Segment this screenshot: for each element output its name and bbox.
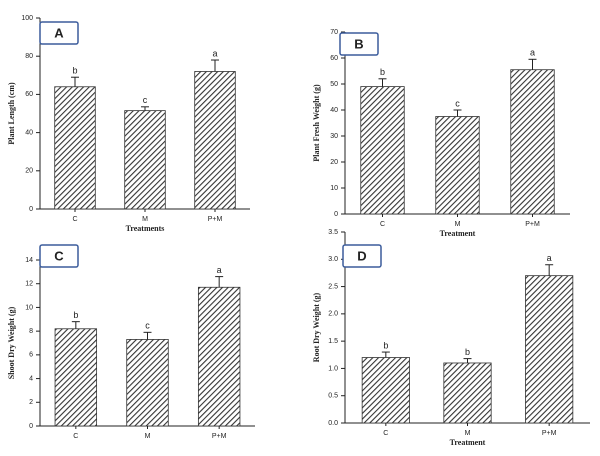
y-tick-label: 60 [25,91,33,98]
y-tick-label: 40 [330,107,338,114]
x-tick-label: C [383,430,388,437]
y-tick-label: 10 [330,185,338,192]
x-axis-label: Treatment [440,229,476,238]
y-axis-label: Plant Fresh Weight (g) [312,84,321,162]
panel-label-box [39,21,79,45]
y-tick-label: 2.5 [328,283,338,290]
panel-label-box [342,244,382,268]
y-tick-label: 3.0 [328,256,338,263]
y-tick-label: 3.5 [328,229,338,236]
panel-label: B [354,36,363,51]
x-tick-label: C [72,216,77,223]
significance-letter: b [73,310,78,320]
x-tick-label: P+M [208,216,223,223]
significance-letter: a [217,265,222,275]
bar [510,69,555,215]
panel-label: D [357,248,366,263]
x-axis-label: Treatments [126,224,165,233]
bar [124,110,166,210]
bar [361,357,410,424]
x-tick-label: C [380,221,385,228]
significance-letter: b [465,347,470,357]
panel-label: A [54,25,64,40]
x-tick-label: M [145,433,151,440]
y-tick-label: 30 [330,133,338,140]
x-tick-label: M [142,216,148,223]
significance-letter: b [72,66,77,76]
y-tick-label: 6 [29,352,33,359]
y-tick-label: 14 [25,257,33,264]
y-tick-label: 50 [330,81,338,88]
bar [443,362,492,424]
y-tick-label: 80 [25,53,33,60]
y-tick-label: 60 [330,55,338,62]
y-tick-label: 10 [25,304,33,311]
y-tick-label: 100 [21,15,33,22]
bar [126,339,169,427]
bar [435,116,480,215]
panel-label-box [339,32,379,56]
y-tick-label: 20 [25,168,33,175]
y-axis-label: Plant Length (cm) [7,82,16,145]
y-tick-label: 4 [29,375,33,382]
significance-letter: b [380,67,385,77]
significance-letter: c [143,95,148,105]
y-tick-label: 2 [29,399,33,406]
significance-letter: b [383,340,388,350]
y-tick-label: 1.5 [328,338,338,345]
y-axis-label: Root Dry Weight (g) [312,292,321,362]
x-tick-label: C [73,433,78,440]
y-axis-label: Shoot Dry Weight (g) [7,306,16,379]
y-tick-label: 70 [330,29,338,36]
y-tick-label: 0 [334,211,338,218]
bar [54,86,96,210]
x-tick-label: P+M [525,221,540,228]
y-tick-label: 8 [29,328,33,335]
y-tick-label: 0.0 [328,420,338,427]
y-tick-label: 20 [330,159,338,166]
y-tick-label: 40 [25,129,33,136]
x-tick-label: M [465,430,471,437]
x-tick-label: P+M [212,433,227,440]
bar [197,286,241,427]
bar [194,71,236,210]
y-tick-label: 0 [29,206,33,213]
y-tick-label: 2.0 [328,311,338,318]
significance-letter: c [145,321,150,331]
significance-letter: a [547,253,552,263]
bar [525,275,574,424]
panel-label-box [39,244,79,268]
x-tick-label: M [455,221,461,228]
significance-letter: a [530,48,535,58]
panel-label: C [54,248,64,263]
y-tick-label: 0 [29,423,33,430]
y-tick-label: 1.0 [328,365,338,372]
x-axis-label: Treatment [450,438,486,447]
bar [360,86,405,215]
y-tick-label: 0.5 [328,393,338,400]
x-tick-label: P+M [542,430,557,437]
y-tick-label: 12 [25,281,33,288]
significance-letter: a [212,48,217,58]
bar [54,328,98,427]
significance-letter: c [455,98,460,108]
